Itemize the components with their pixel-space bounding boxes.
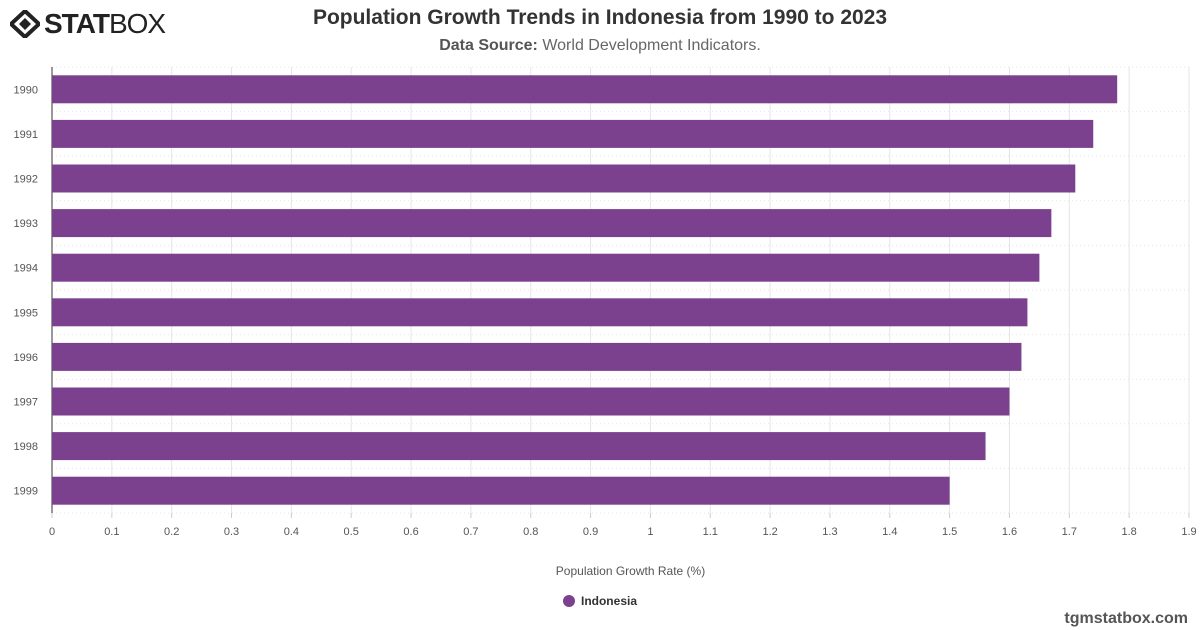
legend-marker-icon [562, 595, 575, 607]
bar-1990 [52, 75, 1118, 104]
diamond-logo-icon [10, 10, 40, 38]
x-tick-label: 0.9 [583, 526, 598, 538]
bar-1995 [52, 298, 1028, 327]
x-tick-label: 1.5 [942, 526, 957, 538]
x-tick-label: 0.7 [463, 526, 478, 538]
source-label: Data Source: [439, 37, 538, 54]
y-tick-label: 1999 [14, 486, 38, 498]
x-tick-label: 0.3 [224, 526, 239, 538]
source-value: World Development Indicators. [542, 37, 761, 54]
x-tick-label: 0.1 [104, 526, 119, 538]
x-tick-label: 1.9 [1181, 526, 1196, 538]
x-tick-label: 0.6 [403, 526, 418, 538]
bar-1991 [52, 119, 1094, 148]
x-tick-label: 0.2 [164, 526, 179, 538]
bar-1997 [52, 387, 1010, 416]
legend[interactable]: Indonesia [0, 594, 1200, 608]
x-axis-title: Population Growth Rate (%) [556, 564, 705, 578]
x-tick-label: 1.4 [882, 526, 897, 538]
y-tick-label: 1993 [14, 218, 38, 230]
x-tick-label: 0.4 [284, 526, 299, 538]
x-tick-label: 0.8 [523, 526, 538, 538]
x-tick-label: 0 [49, 526, 55, 538]
x-tick-label: 1.3 [822, 526, 837, 538]
y-tick-label: 1991 [14, 129, 38, 141]
logo-text-light: BOX [108, 8, 166, 39]
chart-title: Population Growth Trends in Indonesia fr… [312, 6, 888, 29]
y-tick-label: 1990 [14, 84, 38, 96]
bar-1993 [52, 209, 1052, 238]
y-tick-label: 1994 [14, 263, 38, 275]
bar-1992 [52, 164, 1076, 193]
credit-text: tgmstatbox.com [1064, 610, 1188, 627]
y-tick-label: 1992 [14, 174, 38, 186]
bar-1994 [52, 253, 1040, 282]
logo-text-bold: STAT [44, 8, 110, 39]
y-tick-label: 1998 [14, 441, 38, 453]
statbox-logo: STAT BOX [10, 8, 166, 40]
x-tick-label: 1.8 [1122, 526, 1137, 538]
x-tick-label: 1.6 [1002, 526, 1017, 538]
y-tick-label: 1996 [14, 352, 38, 364]
bar-1999 [52, 476, 950, 505]
x-tick-label: 1.2 [762, 526, 777, 538]
legend-label: Indonesia [580, 594, 637, 608]
x-tick-label: 1.1 [703, 526, 718, 538]
bar-1998 [52, 432, 986, 461]
x-tick-label: 0.5 [344, 526, 359, 538]
chart-subtitle: Data Source: World Development Indicator… [0, 37, 1200, 55]
y-tick-label: 1995 [14, 307, 38, 319]
x-tick-label: 1.7 [1062, 526, 1077, 538]
x-tick-label: 1 [647, 526, 653, 538]
bar-1996 [52, 342, 1022, 371]
y-tick-label: 1997 [14, 397, 38, 409]
